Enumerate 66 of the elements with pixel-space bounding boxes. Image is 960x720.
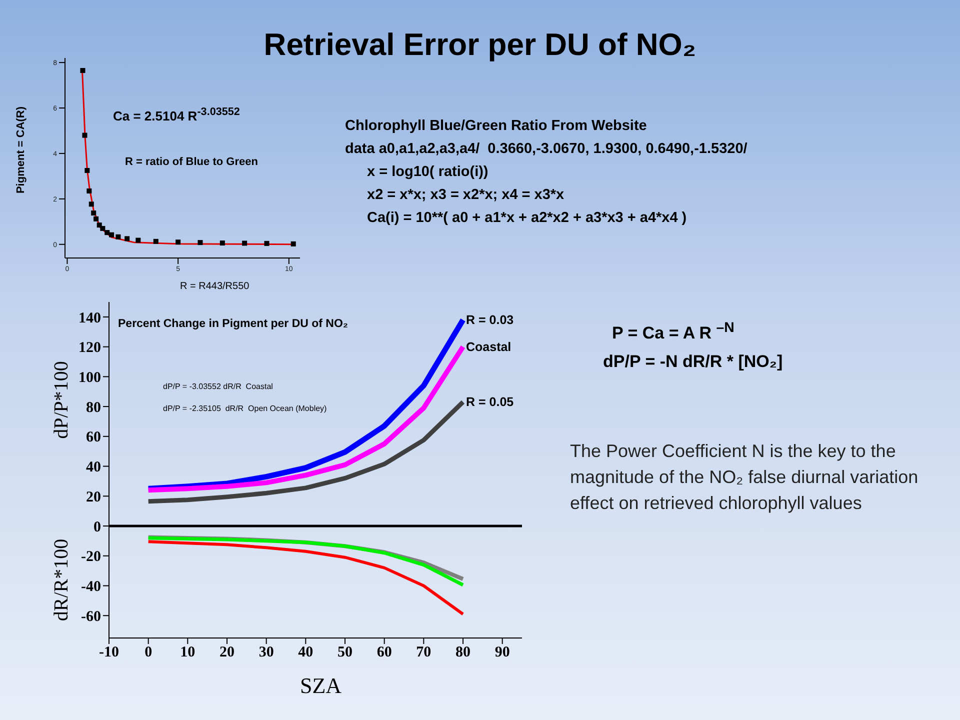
point <box>176 240 181 245</box>
point <box>80 68 86 73</box>
annotation: dP/P = -2.35105 dR/R Open Ocean (Mobley) <box>163 403 327 415</box>
y-tick-label: 40 <box>86 460 101 476</box>
text: The Power Coefficient N is the key to the magnitude of the NO₂ false diurnal variation effect on retrieved chlorophyll values <box>570 440 920 516</box>
text: x = log10( ratio(i)) <box>367 163 488 182</box>
x-tick-label: 50 <box>338 644 352 661</box>
text: Retrieval Error per DU of NO₂ <box>264 27 696 63</box>
annotation: Ca = 2.5104 R$^{-3.03552}$ <box>113 105 240 126</box>
x-tick-label: -10 <box>99 644 119 661</box>
point <box>290 241 296 246</box>
y-tick-label: 100 <box>78 370 101 386</box>
y-tick-label: -20 <box>81 549 101 566</box>
x-tick-label: 90 <box>494 644 510 661</box>
text: P = Ca = A R $^{–N}$ <box>612 319 734 345</box>
point <box>116 234 121 240</box>
point <box>100 226 106 231</box>
y-tick-label: 60 <box>86 430 101 446</box>
x-axis-title: SZA <box>300 672 342 700</box>
annotation: dP/P = -3.03552 dR/R Coastal <box>163 381 273 393</box>
point <box>82 132 88 138</box>
x-tick-label: 60 <box>376 644 392 661</box>
annotation: Percent Change in Pigment per DU of NO₂ <box>118 317 348 332</box>
point <box>86 188 92 194</box>
text: Chlorophyll Blue/Green Ratio From Website <box>345 117 647 136</box>
point <box>198 240 203 246</box>
y-tick-label: 0 <box>94 519 101 536</box>
x-tick-label: 80 <box>456 644 470 661</box>
point <box>124 236 130 242</box>
y-tick-label: -40 <box>81 579 101 596</box>
series-label: Coastal <box>466 340 512 354</box>
x-tick-label: 0 <box>144 644 152 661</box>
x-axis-title: R = R443/R550 <box>180 280 250 294</box>
text: data a0,a1,a2,a3,a4/ 0.3660,-3.0670, 1.9300, 0.6490,-1.5320/ <box>345 140 748 159</box>
series-label: R = 0.03 <box>466 312 514 327</box>
y-tick-label: 120 <box>78 340 101 356</box>
x-tick-label: 30 <box>258 644 274 661</box>
point <box>88 202 94 207</box>
x-tick-label: 10 <box>180 644 196 661</box>
text: dP/P = -N dR/R * [NO₂] <box>603 351 783 373</box>
line-series <box>146 540 464 616</box>
y-tick-label: -60 <box>81 608 101 625</box>
point <box>153 238 158 244</box>
annotation: R = ratio of Blue to Green <box>125 155 258 170</box>
point <box>91 210 96 216</box>
point <box>84 168 90 173</box>
point <box>109 232 114 238</box>
text: Ca(i) = 10**( a0 + a1*x + a2*x2 + a3*x3 + a4*x4 ) <box>367 209 687 228</box>
series-label: R = 0.05 <box>466 395 514 410</box>
point <box>94 216 99 222</box>
text: dR/R*100 <box>50 538 74 622</box>
y-axis-title: Pigment = CA(R) <box>14 106 28 194</box>
point <box>104 230 110 236</box>
x-tick-label: 40 <box>298 644 314 661</box>
x-tick-label: 20 <box>220 644 234 661</box>
point <box>220 240 225 246</box>
point <box>136 238 141 243</box>
line-series <box>146 400 466 504</box>
y-tick-label: 140 <box>78 310 101 326</box>
point <box>242 240 248 246</box>
text: x2 = x*x; x3 = x2*x; x4 = x3*x <box>367 186 564 205</box>
y-axis-title: dP/P*100 <box>50 361 74 439</box>
x-tick-label: 70 <box>416 644 432 661</box>
y-tick-label: 80 <box>86 400 101 416</box>
point <box>264 240 270 246</box>
y-tick-label: 20 <box>86 489 101 506</box>
